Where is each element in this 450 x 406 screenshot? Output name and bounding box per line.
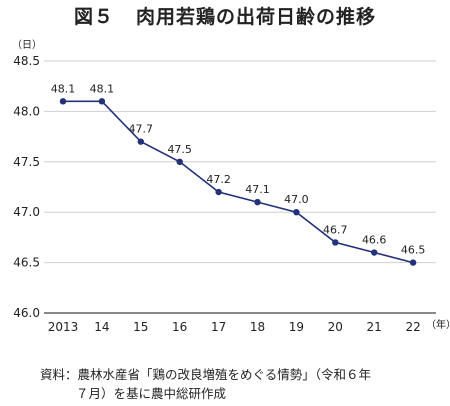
y-axis-ticks: 46.0 46.5 47.0 47.5 48.0 48.5 <box>13 54 40 320</box>
data-label: 46.6 <box>362 234 387 247</box>
chart-title: 図５ 肉用若鶏の出荷日齢の推移 <box>0 2 450 29</box>
data-point <box>59 98 67 105</box>
gridlines <box>44 60 436 314</box>
x-tick-label: 17 <box>211 320 226 334</box>
data-label: 48.1 <box>90 82 115 95</box>
series-line <box>63 100 414 264</box>
x-tick-label: 18 <box>250 320 265 334</box>
data-point <box>176 158 183 165</box>
data-labels: 48.1 48.1 47.7 47.5 47.2 47.1 47.0 46.7 46.6 46.5 <box>51 82 426 256</box>
data-label: 47.2 <box>206 173 231 186</box>
figure-number: 図５ <box>73 6 114 28</box>
data-point <box>371 249 378 256</box>
source-note: 資料：農林水産省「鶏の改良増殖をめぐる情勢」（令和６年 ７月）を基に農中総研作成 <box>40 365 371 403</box>
x-tick-label: 16 <box>172 320 187 334</box>
x-tick-label: 14 <box>94 320 109 334</box>
data-label: 47.5 <box>167 143 192 156</box>
x-tick-label: 2013 <box>48 320 79 334</box>
x-tick-label: 19 <box>289 320 304 334</box>
x-tick-label: 21 <box>367 320 382 334</box>
data-point <box>254 198 261 206</box>
x-tick-label: 15 <box>133 320 148 334</box>
data-point <box>215 188 222 196</box>
y-axis-unit: （日） <box>12 39 42 51</box>
data-point <box>98 98 106 105</box>
y-tick-label: 48.5 <box>13 54 40 68</box>
x-tick-label: 20 <box>328 320 343 334</box>
data-label: 48.1 <box>51 82 76 95</box>
data-label: 47.7 <box>129 123 154 136</box>
x-axis-unit: （年） <box>426 318 450 331</box>
figure-title-text: 肉用若鶏の出荷日齢の推移 <box>136 6 377 28</box>
y-tick-label: 46.5 <box>13 256 40 270</box>
data-point <box>293 209 300 216</box>
data-label: 46.5 <box>401 244 426 257</box>
source-line-1: 資料：農林水産省「鶏の改良増殖をめぐる情勢」（令和６年 <box>40 367 372 382</box>
data-point <box>409 259 417 266</box>
data-label: 47.1 <box>245 183 270 196</box>
data-point <box>332 239 339 246</box>
data-label: 47.0 <box>284 193 309 206</box>
data-points <box>59 98 417 266</box>
y-tick-label: 48.0 <box>13 104 40 118</box>
data-point <box>137 138 144 145</box>
x-tick-label: 22 <box>405 320 420 334</box>
source-line-2: ７月）を基に農中総研作成 <box>76 386 227 401</box>
y-tick-label: 47.5 <box>13 155 40 169</box>
x-axis-ticks: 2013 14 15 16 17 18 19 20 21 22 <box>48 320 421 334</box>
y-tick-label: 46.0 <box>13 306 40 320</box>
data-label: 46.7 <box>323 223 348 236</box>
y-tick-label: 47.0 <box>13 205 40 219</box>
